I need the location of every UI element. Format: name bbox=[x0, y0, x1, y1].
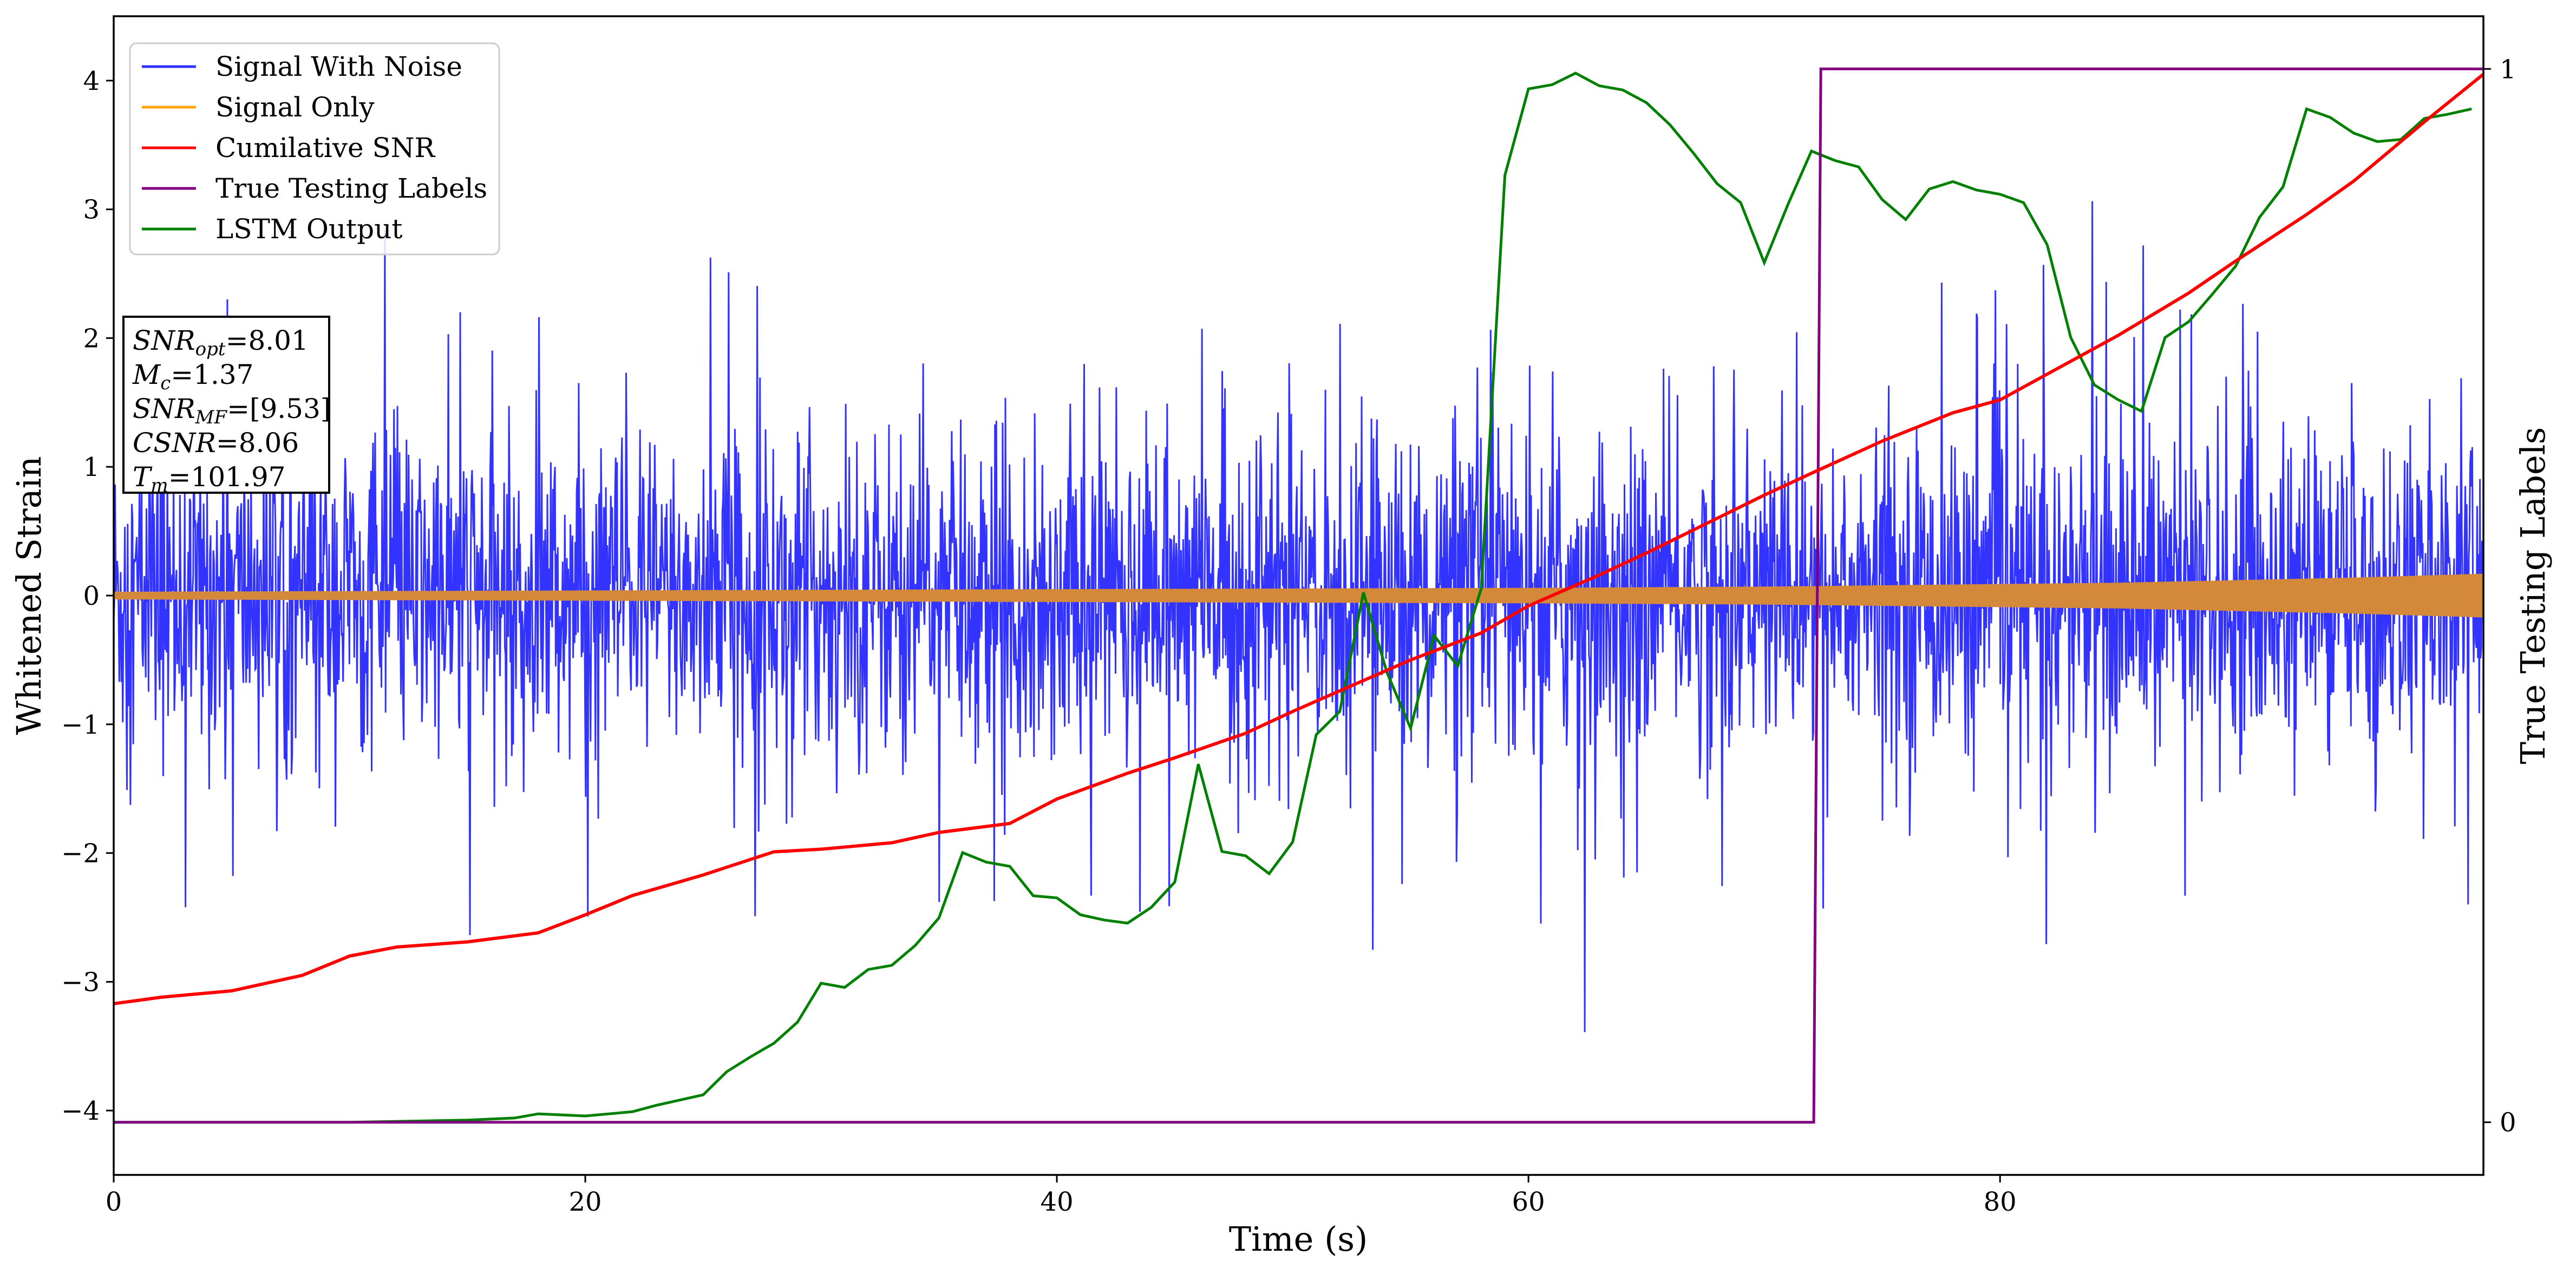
y-axis-label: Whitened Strain bbox=[9, 456, 49, 735]
x-tick-label: 20 bbox=[569, 1187, 602, 1217]
y-axis-left: −4 −3 −2 −1 0 1 2 3 4 bbox=[61, 66, 114, 1126]
legend-box bbox=[129, 42, 500, 256]
y2-tick-label: 0 bbox=[2500, 1108, 2516, 1138]
annotation-line-tm: Tm=101.97 bbox=[133, 461, 285, 496]
annotation-line-mc: Mc=1.37 bbox=[132, 359, 253, 394]
legend-entry-cumilative-snr: Cumilative SNR bbox=[142, 132, 435, 164]
x-tick-label: 80 bbox=[1984, 1187, 2017, 1217]
series-cumilative-snr bbox=[114, 73, 2483, 1005]
x-tick-label: 0 bbox=[106, 1187, 122, 1217]
x-tick-label: 40 bbox=[1041, 1187, 1074, 1217]
legend-entry-lstm-output: LSTM Output bbox=[142, 213, 402, 245]
y-tick-label: −3 bbox=[61, 967, 100, 997]
annotation-line-snr-opt: SNRopt=8.01 bbox=[133, 325, 309, 360]
legend-label-signal-with-noise: Signal With Noise bbox=[215, 51, 462, 82]
y-axis-right: 01 bbox=[2483, 54, 2516, 1138]
legend-entry-signal-with-noise: Signal With Noise bbox=[142, 51, 462, 82]
legend-label-signal-only: Signal Only bbox=[215, 92, 375, 123]
y-tick-label: −4 bbox=[61, 1096, 100, 1126]
annotation-line-csnr: CSNR=8.06 bbox=[133, 427, 299, 459]
y2-axis-label: True Testing Labels bbox=[2513, 427, 2553, 765]
x-tick-label: 60 bbox=[1512, 1187, 1545, 1217]
y-tick-label: 1 bbox=[83, 452, 100, 482]
y-tick-label: 3 bbox=[83, 195, 100, 225]
series-signal-with-noise bbox=[114, 201, 2483, 1033]
legend-entry-true-testing-labels: True Testing Labels bbox=[142, 173, 487, 204]
x-axis: 0 20 40 60 80 bbox=[106, 1175, 2017, 1217]
legend-label-true-testing-labels: True Testing Labels bbox=[215, 173, 487, 204]
annotation-line-snr-mf: SNRMF=[9.53] bbox=[133, 393, 331, 428]
y-tick-label: 0 bbox=[83, 581, 100, 611]
series-lstm-output bbox=[114, 71, 2472, 1124]
series-true-testing-labels bbox=[114, 67, 2483, 1124]
annotation-frame bbox=[122, 316, 330, 494]
y-tick-label: 2 bbox=[83, 323, 100, 354]
y-tick-label: −1 bbox=[61, 710, 100, 740]
y-tick-label: −2 bbox=[61, 839, 100, 869]
legend-label-cumilative-snr: Cumilative SNR bbox=[215, 132, 435, 164]
legend-entry-signal-only: Signal Only bbox=[142, 92, 375, 123]
y-tick-label: 4 bbox=[83, 66, 100, 96]
plot-area bbox=[114, 67, 2483, 1124]
legend: Signal With Noise Signal Only Cumilative… bbox=[129, 42, 500, 256]
annotation-box: SNRopt=8.01 Mc=1.37 SNRMF=[9.53] CSNR=8.… bbox=[122, 316, 331, 496]
y2-tick-label: 1 bbox=[2500, 54, 2516, 84]
series-signal-only bbox=[114, 573, 2483, 618]
legend-label-lstm-output: LSTM Output bbox=[215, 213, 402, 245]
x-axis-label: Time (s) bbox=[1229, 1219, 1368, 1259]
